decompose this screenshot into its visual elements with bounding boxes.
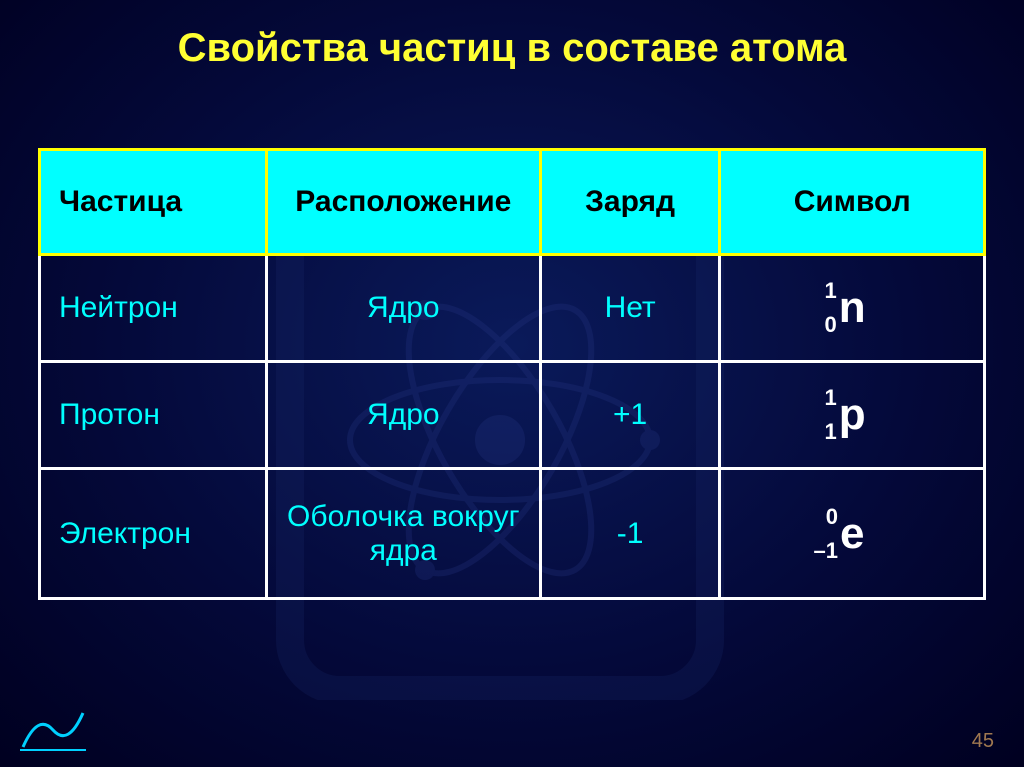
cell-charge: +1 (540, 362, 720, 469)
cell-charge: Нет (540, 255, 720, 362)
cell-location: Оболочка вокруг ядра (266, 469, 540, 599)
col-charge: Заряд (540, 150, 720, 255)
cell-location: Ядро (266, 362, 540, 469)
col-symbol: Символ (720, 150, 985, 255)
col-location: Расположение (266, 150, 540, 255)
table-row: ПротонЯдро+111p (40, 362, 985, 469)
table-header-row: Частица Расположение Заряд Символ (40, 150, 985, 255)
cell-location: Ядро (266, 255, 540, 362)
logo-icon (18, 705, 88, 755)
particles-table: Частица Расположение Заряд Символ Нейтро… (38, 148, 986, 600)
cell-symbol: 10n (720, 255, 985, 362)
cell-particle: Нейтрон (40, 255, 267, 362)
cell-symbol: 11p (720, 362, 985, 469)
cell-particle: Протон (40, 362, 267, 469)
cell-charge: -1 (540, 469, 720, 599)
table-row: ЭлектронОболочка вокруг ядра-10–1e (40, 469, 985, 599)
cell-particle: Электрон (40, 469, 267, 599)
cell-symbol: 0–1e (720, 469, 985, 599)
slide-title: Свойства частиц в составе атома (0, 0, 1024, 71)
col-particle: Частица (40, 150, 267, 255)
page-number: 45 (972, 730, 994, 753)
table-row: НейтронЯдроНет10n (40, 255, 985, 362)
